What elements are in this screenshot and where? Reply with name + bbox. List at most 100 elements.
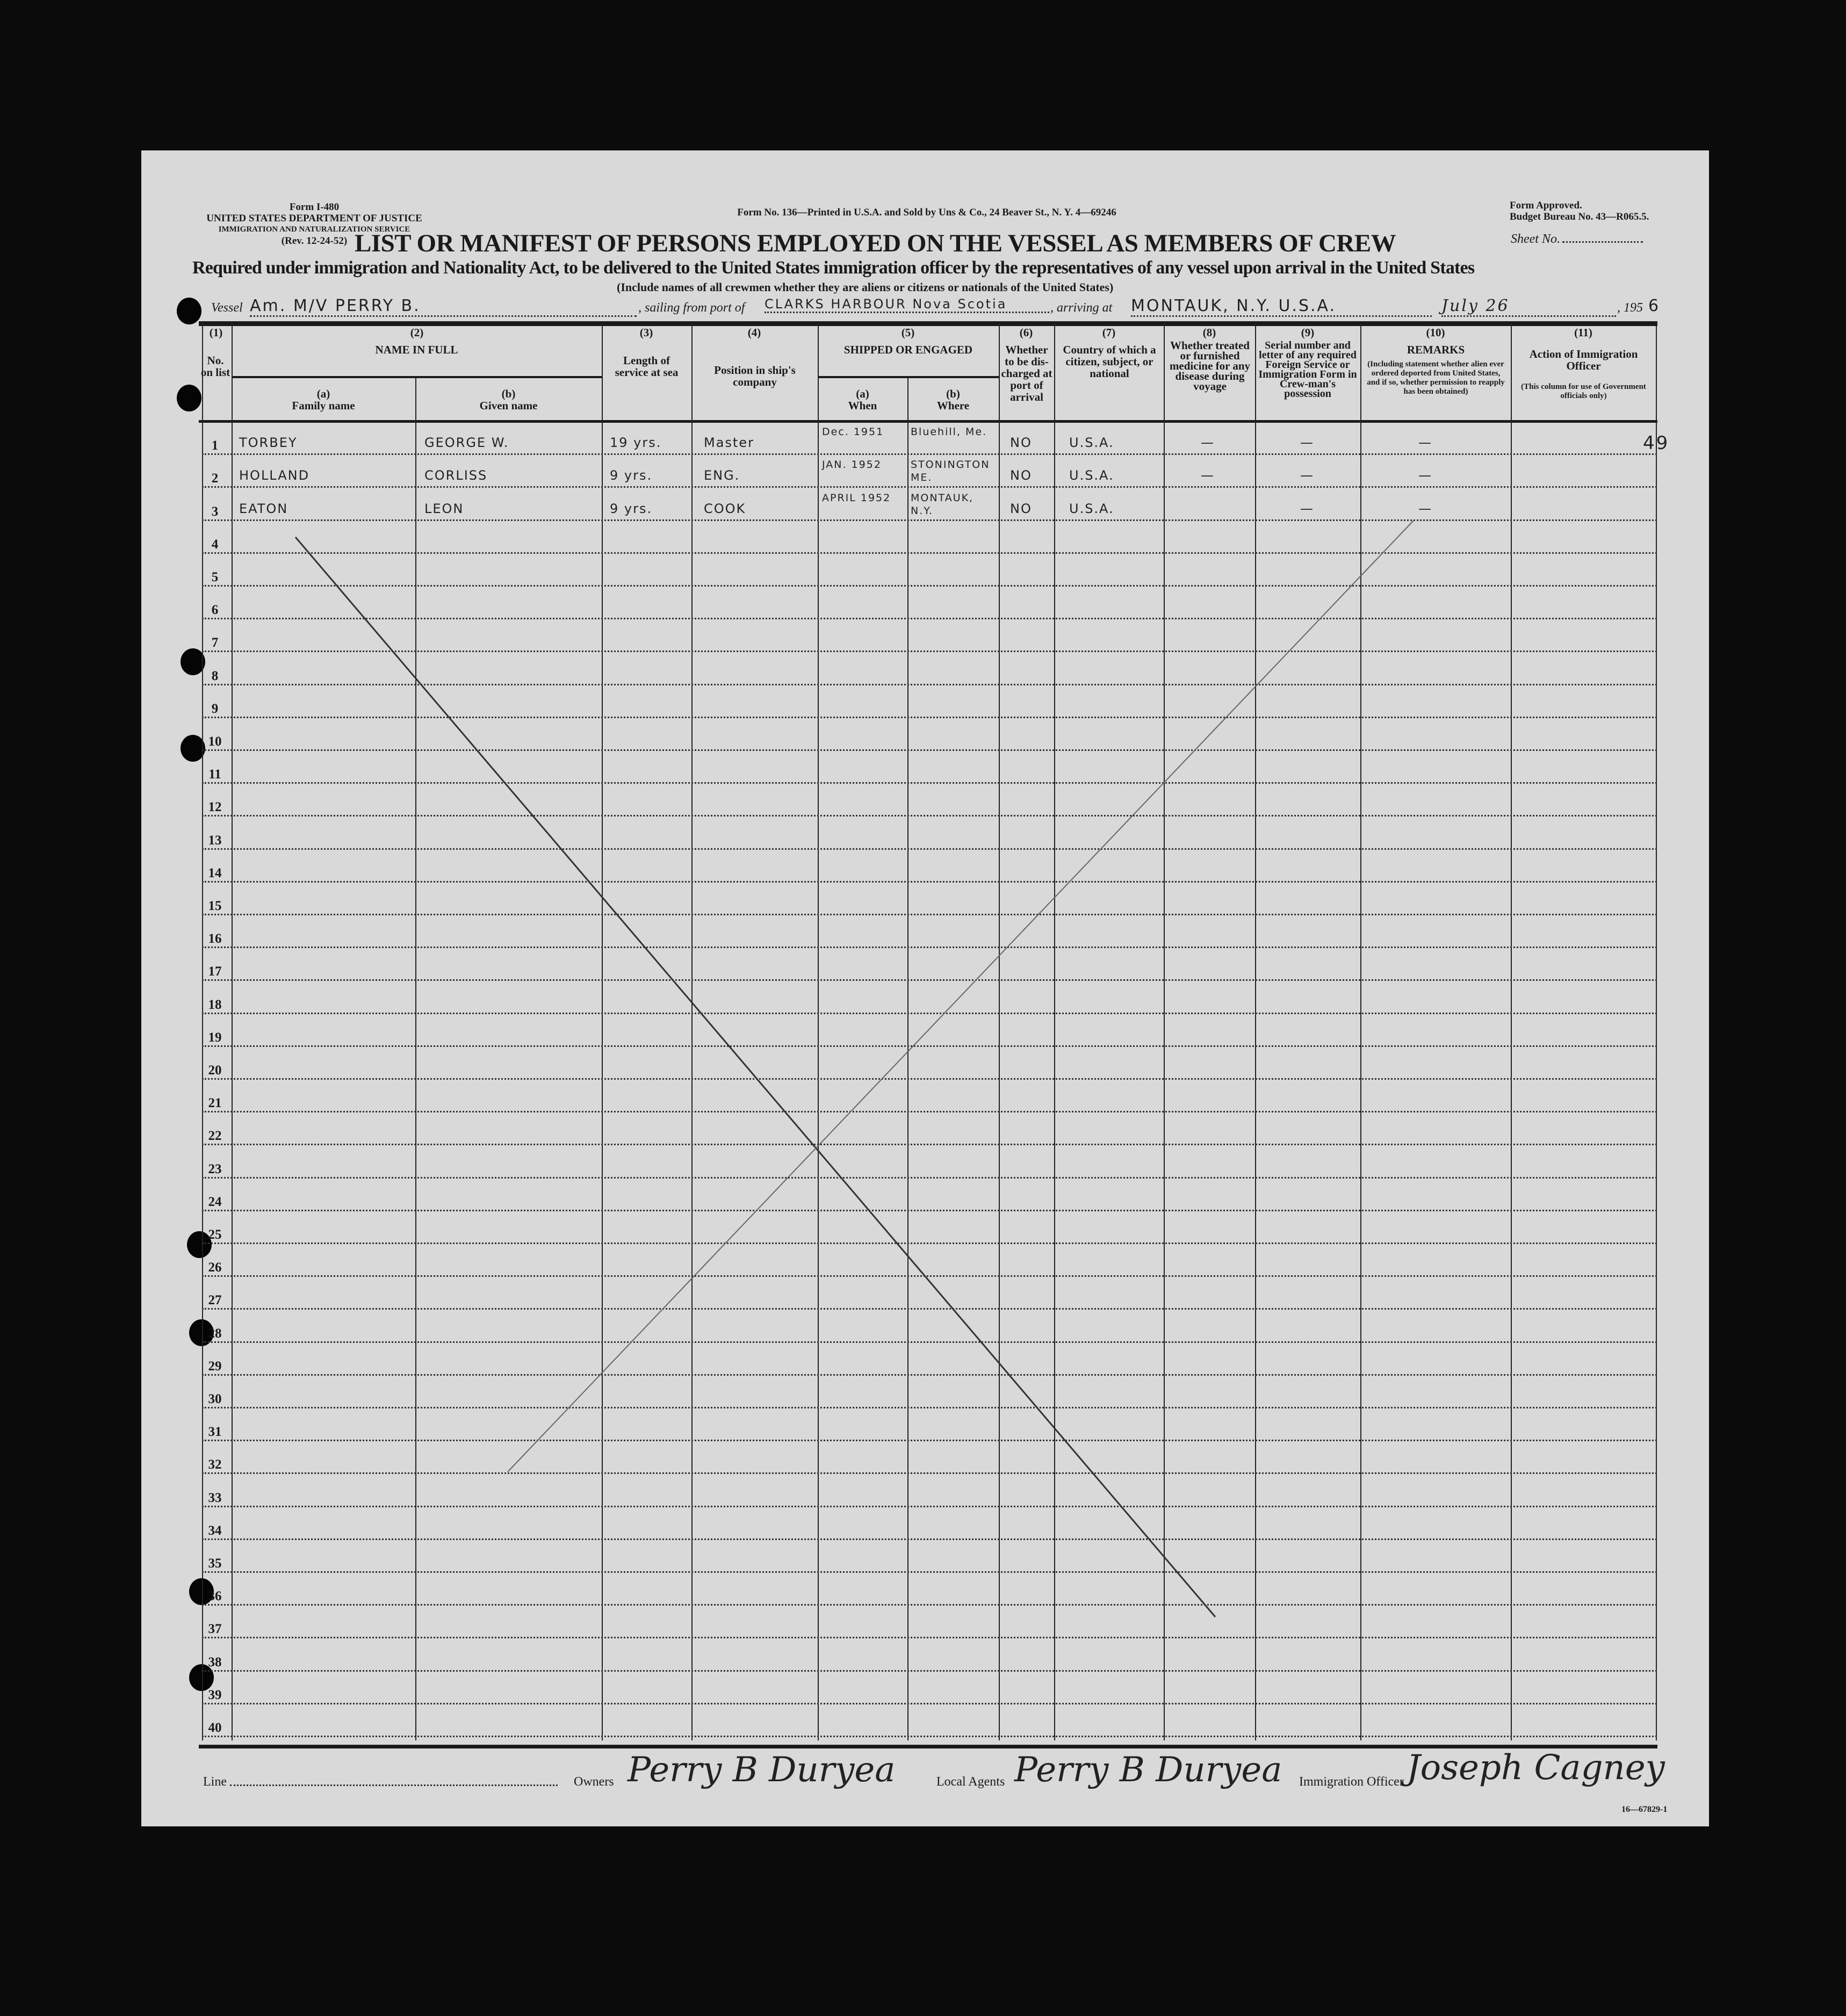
row-number: 1 xyxy=(211,438,219,453)
cell-remarks[interactable]: — xyxy=(1418,468,1432,483)
sheet-number-field[interactable]: Sheet No. xyxy=(1511,232,1643,247)
cell-discharged[interactable]: NO xyxy=(1010,501,1032,516)
table-row[interactable] xyxy=(202,1111,1657,1113)
table-row[interactable] xyxy=(202,1176,1657,1179)
column-number: (2) xyxy=(410,326,424,339)
date-field[interactable]: July 26 xyxy=(1441,297,1616,317)
service: IMMIGRATION AND NATURALIZATION SERVICE xyxy=(218,225,410,234)
cell-where[interactable]: Bluehill, Me. xyxy=(911,426,987,438)
cell-given[interactable]: GEORGE W. xyxy=(424,435,509,451)
row-number: 33 xyxy=(208,1490,222,1505)
form-header-left: Form I-480 UNITED STATES DEPARTMENT OF J… xyxy=(188,201,441,247)
table-row[interactable] xyxy=(202,782,1657,784)
table-row[interactable] xyxy=(202,453,1657,456)
table-row[interactable] xyxy=(202,1012,1657,1014)
cell-family[interactable]: EATON xyxy=(239,501,289,516)
table-row[interactable] xyxy=(202,519,1657,521)
col-shipped: SHIPPED OR ENGAGED xyxy=(843,343,973,356)
cell-serial[interactable]: — xyxy=(1300,501,1314,516)
table-row[interactable] xyxy=(202,486,1657,488)
table-row[interactable] xyxy=(202,1341,1657,1343)
table-row[interactable] xyxy=(202,1242,1657,1244)
table-row[interactable] xyxy=(202,1670,1657,1672)
table-row[interactable] xyxy=(202,552,1657,554)
year-suffix[interactable]: 6 xyxy=(1648,297,1661,315)
row-number: 12 xyxy=(208,800,222,815)
when-sub: (a) xyxy=(856,387,869,400)
cell-serial[interactable]: — xyxy=(1300,468,1314,483)
table-row[interactable] xyxy=(202,1144,1657,1146)
cell-family[interactable]: HOLLAND xyxy=(239,468,310,483)
cell-when[interactable]: JAN. 1952 xyxy=(822,459,882,471)
table-row[interactable] xyxy=(202,618,1657,620)
table-row[interactable] xyxy=(202,1472,1657,1475)
cell-where[interactable]: MONTAUK, N.Y. xyxy=(911,492,974,517)
table-row[interactable] xyxy=(202,815,1657,817)
table-row[interactable] xyxy=(202,1505,1657,1507)
table-row[interactable] xyxy=(202,880,1657,883)
cell-country[interactable]: U.S.A. xyxy=(1069,501,1114,516)
table-row[interactable] xyxy=(202,1078,1657,1080)
table-row[interactable] xyxy=(202,1275,1657,1277)
cell-discharged[interactable]: NO xyxy=(1010,435,1032,451)
table-row[interactable] xyxy=(202,1571,1657,1573)
cell-family[interactable]: TORBEY xyxy=(239,435,298,451)
cell-where[interactable]: STONINGTON ME. xyxy=(911,459,990,484)
table-row[interactable] xyxy=(202,585,1657,587)
cell-country[interactable]: U.S.A. xyxy=(1069,435,1114,451)
punch-hole xyxy=(181,735,205,762)
cell-serial[interactable]: — xyxy=(1300,435,1314,451)
row-number: 22 xyxy=(208,1129,222,1144)
cell-when[interactable]: Dec. 1951 xyxy=(822,426,884,438)
cell-length[interactable]: 19 yrs. xyxy=(610,435,662,451)
cell-length[interactable]: 9 yrs. xyxy=(610,501,653,516)
punch-hole xyxy=(189,1578,214,1605)
cell-given[interactable]: CORLISS xyxy=(424,468,488,483)
arriving-port-field[interactable]: MONTAUK, N.Y. U.S.A. xyxy=(1131,297,1432,317)
cell-position[interactable]: COOK xyxy=(704,501,746,516)
table-row[interactable] xyxy=(202,848,1657,850)
arriving-label: , arriving at xyxy=(1050,301,1113,315)
cell-medicine[interactable]: — xyxy=(1201,435,1215,451)
cell-country[interactable]: U.S.A. xyxy=(1069,468,1114,483)
cell-position[interactable]: Master xyxy=(704,435,754,451)
cell-given[interactable]: LEON xyxy=(424,501,464,516)
table-row[interactable] xyxy=(202,979,1657,981)
table-row[interactable] xyxy=(202,1637,1657,1639)
table-row[interactable] xyxy=(202,1209,1657,1211)
budget-bureau: Budget Bureau No. 43—R065.5. xyxy=(1510,211,1649,222)
table-row[interactable] xyxy=(202,946,1657,949)
table-row[interactable] xyxy=(202,1604,1657,1606)
table-row[interactable] xyxy=(202,1702,1657,1704)
col-given-name: (b) Given name xyxy=(415,388,602,411)
cell-length[interactable]: 9 yrs. xyxy=(610,468,653,483)
row-number: 39 xyxy=(208,1687,222,1702)
table-row[interactable] xyxy=(202,1308,1657,1310)
table-row[interactable] xyxy=(202,1538,1657,1540)
table-row[interactable] xyxy=(202,1736,1657,1737)
table-row[interactable] xyxy=(202,683,1657,685)
col-position: Position in ship's company xyxy=(714,364,796,388)
table-row[interactable] xyxy=(202,716,1657,718)
table-row[interactable] xyxy=(202,1407,1657,1408)
table-row[interactable] xyxy=(202,749,1657,751)
row-number: 23 xyxy=(208,1161,222,1176)
row-number: 18 xyxy=(208,997,222,1012)
sailing-port-field[interactable]: CLARKS HARBOUR Nova Scotia xyxy=(765,297,1049,313)
cell-discharged[interactable]: NO xyxy=(1010,468,1032,483)
cell-position[interactable]: ENG. xyxy=(704,468,740,483)
table-row[interactable] xyxy=(202,914,1657,915)
table-row[interactable] xyxy=(202,1440,1657,1442)
cell-when[interactable]: APRIL 1952 xyxy=(822,492,891,504)
table-row[interactable] xyxy=(202,1374,1657,1376)
note: (Include names of all crewmen whether th… xyxy=(617,280,1114,294)
line-field[interactable] xyxy=(230,1784,558,1786)
row-number: 38 xyxy=(208,1654,222,1670)
vessel-field[interactable]: Am. M/V PERRY B. xyxy=(250,297,637,317)
cell-medicine[interactable]: — xyxy=(1201,468,1215,483)
cell-remarks[interactable]: — xyxy=(1418,435,1432,451)
table-row[interactable] xyxy=(202,651,1657,653)
row-number: 2 xyxy=(211,471,219,486)
table-row[interactable] xyxy=(202,1045,1657,1047)
cell-remarks[interactable]: — xyxy=(1418,501,1432,516)
